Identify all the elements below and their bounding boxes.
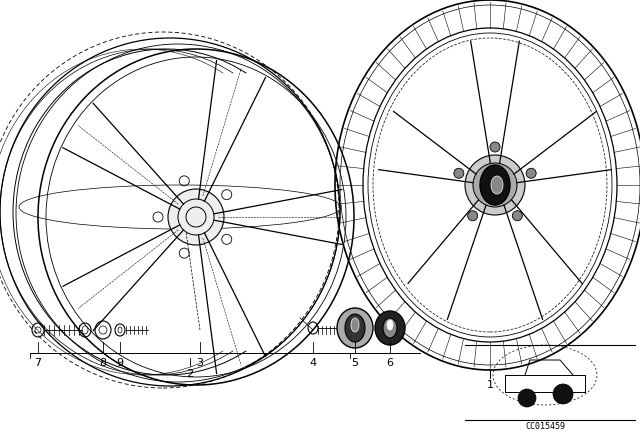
- Text: 7: 7: [35, 358, 42, 368]
- Ellipse shape: [351, 318, 359, 332]
- Ellipse shape: [383, 318, 397, 338]
- Text: 4: 4: [309, 358, 317, 368]
- Ellipse shape: [468, 211, 477, 221]
- Text: 9: 9: [116, 358, 124, 368]
- Text: CC015459: CC015459: [525, 422, 565, 431]
- Ellipse shape: [473, 163, 517, 207]
- Ellipse shape: [491, 176, 503, 194]
- Ellipse shape: [345, 314, 365, 342]
- Ellipse shape: [490, 142, 500, 152]
- Text: 5: 5: [351, 358, 358, 368]
- Text: 3: 3: [196, 358, 204, 368]
- Text: 2: 2: [186, 369, 193, 379]
- Ellipse shape: [518, 389, 536, 407]
- Text: 1: 1: [486, 380, 493, 390]
- Ellipse shape: [454, 168, 464, 178]
- Text: 6: 6: [387, 358, 394, 368]
- Ellipse shape: [526, 168, 536, 178]
- Ellipse shape: [168, 189, 224, 245]
- Ellipse shape: [465, 155, 525, 215]
- Ellipse shape: [375, 311, 405, 345]
- Ellipse shape: [513, 211, 522, 221]
- Ellipse shape: [480, 165, 510, 205]
- Ellipse shape: [387, 320, 393, 330]
- Text: 8: 8: [99, 358, 107, 368]
- Ellipse shape: [553, 384, 573, 404]
- Ellipse shape: [337, 308, 373, 348]
